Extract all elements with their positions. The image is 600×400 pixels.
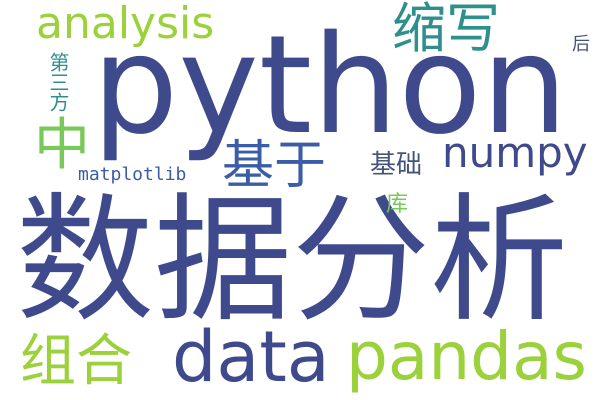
word-jiyu: 基于 [222,136,327,196]
word-ku: 库 [386,192,409,217]
word-zhong: 中 [34,113,90,178]
word-zuhe: 组合 [20,329,132,394]
word-analysis: analysis [36,0,215,49]
word-pandas: pandas [346,318,587,395]
word-python: python [92,7,568,165]
word-disanfang: 第三方 [46,52,70,112]
word-jichu: 基础 [370,150,423,180]
word-hou: 后 [569,34,590,52]
word-suoxie: 缩写 [392,0,500,60]
word-numpy: numpy [442,128,588,177]
word-shujufenxi: 数据分析 [16,180,569,341]
word-data: data [172,316,330,398]
word-matplotlib: matplotlib [78,164,187,185]
